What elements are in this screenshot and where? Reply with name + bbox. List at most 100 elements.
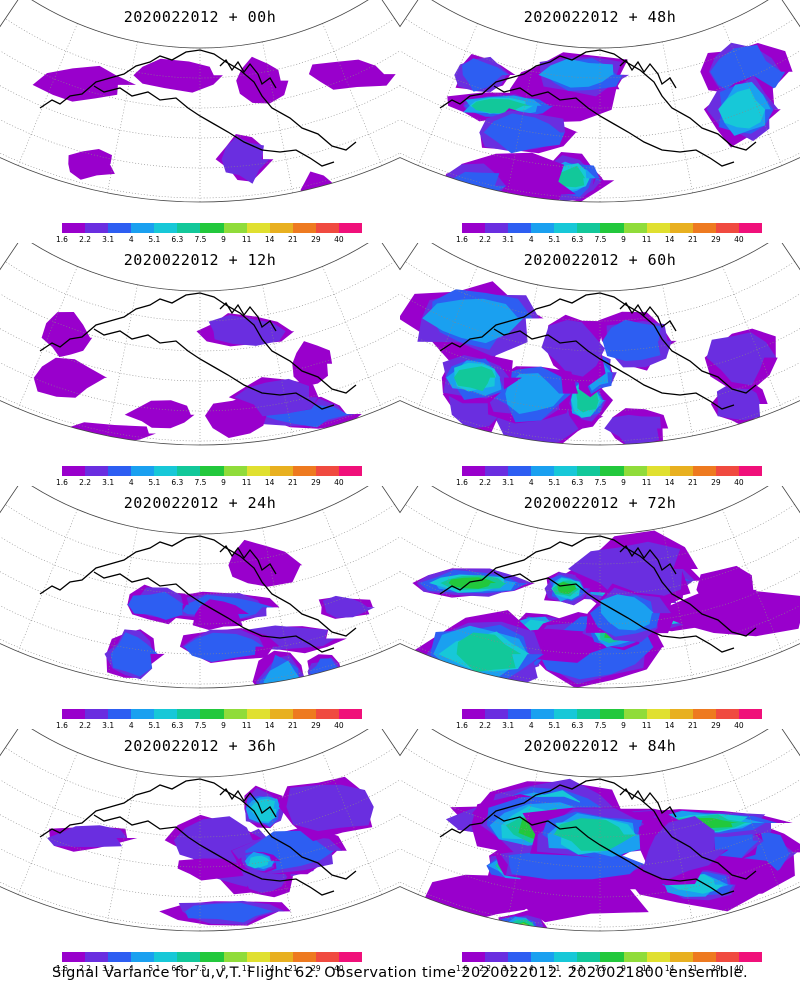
colorbar-labels: 1.6 2.2 3.1 4 5.1 6.3 7.5 9 11 14 21 29 40 [456, 721, 762, 731]
colorbar-tick-label: 3.1 [502, 964, 515, 973]
colorbar-swatch [669, 466, 693, 476]
variance-contour [286, 784, 374, 832]
colorbar-swatch [715, 952, 739, 962]
colorbar-swatch [646, 709, 670, 719]
colorbar-tick-label: 14 [664, 721, 675, 730]
variance-contour [456, 632, 522, 673]
colorbar-tick-label: 7.5 [594, 235, 607, 244]
coastline [493, 571, 735, 653]
colorbar-swatch [715, 709, 739, 719]
colorbar-tick-label: 21 [687, 721, 698, 730]
latitude-line [422, 243, 778, 292]
colorbar-swatch [223, 952, 247, 962]
coastline [439, 49, 757, 151]
latitude-line [0, 821, 400, 898]
colorbar-swatch [554, 709, 578, 719]
latitude-line [400, 603, 800, 685]
coastline [493, 85, 735, 167]
colorbar-tick-label: 21 [687, 478, 698, 487]
colorbar-tick-label: 6.3 [171, 964, 184, 973]
map-plot [0, 729, 400, 932]
coastline [93, 814, 335, 896]
coastline [619, 787, 677, 818]
latitude-line [400, 360, 800, 442]
colorbar-tick-label: 40 [334, 721, 344, 730]
figure-caption: Signal Variance for u,v,T. Flight 62. Ob… [52, 965, 748, 981]
panel-title: 2020022012 + 00h [123, 8, 277, 26]
variance-region [68, 149, 115, 180]
colorbar-tick-label: 40 [734, 964, 744, 973]
colorbar-tick-label: 7.5 [194, 721, 207, 730]
colorbar-swatch [200, 466, 224, 476]
latitude-line [0, 286, 400, 352]
map-plot [400, 0, 800, 203]
colorbar-tick-label: 40 [734, 721, 744, 730]
map-boundary [0, 0, 400, 203]
colorbar-swatch [623, 223, 647, 233]
colorbar-tick-label: 9 [221, 721, 226, 730]
latitude-line [0, 310, 400, 382]
latitude-line [0, 772, 400, 838]
latitude-line [0, 117, 400, 199]
colorbar-tick-label: 14 [264, 964, 275, 973]
latitude-line [22, 0, 378, 49]
variance-contour [234, 378, 318, 417]
colorbar-swatch [315, 952, 339, 962]
colorbar-tick-label: 11 [641, 478, 652, 487]
colorbar-tick-label: 14 [264, 235, 275, 244]
colorbar-swatch [600, 952, 624, 962]
map-area [400, 0, 800, 203]
colorbar-tick-label: 6.3 [571, 478, 584, 487]
map-panel: 2020022012 + 84h 1.6 2.2 3.1 4 5.1 6.3 7.5 9 11 14… [400, 729, 800, 973]
coastline [39, 292, 357, 394]
colorbar-tick-label: 29 [311, 964, 321, 973]
colorbar-tick-label: 11 [241, 721, 252, 730]
variance-contour [505, 373, 565, 414]
colorbar-swatch [200, 709, 224, 719]
colorbar-swatch [623, 466, 647, 476]
variance-contour [184, 632, 264, 662]
colorbar-swatch [738, 223, 763, 233]
colorbar-tick-label: 29 [311, 478, 321, 487]
colorbar-swatch [269, 952, 293, 962]
latitude-line [0, 796, 400, 868]
colorbar-labels: 1.6 2.2 3.1 4 5.1 6.3 7.5 9 11 14 21 29 40 [456, 478, 762, 488]
colorbar-swatch [554, 952, 578, 962]
latitude-line [400, 796, 800, 868]
colorbar-tick-label: 6.3 [571, 964, 584, 973]
latitude-line [400, 335, 800, 412]
colorbar-swatch [669, 223, 693, 233]
latitude-line [22, 243, 378, 292]
colorbar-swatch [692, 952, 716, 962]
latitude-line [400, 529, 800, 595]
latitude-line [400, 67, 800, 139]
colorbar-tick-label: 4 [528, 964, 534, 973]
colorbar-swatch [669, 709, 693, 719]
colorbar-swatch [577, 709, 601, 719]
colorbar-tick-label: 9 [221, 235, 226, 244]
longitude-line [377, 243, 400, 365]
variance-region [228, 539, 303, 587]
colorbar-swatch [292, 466, 316, 476]
colorbar-swatch [62, 709, 86, 719]
variance-contour [710, 44, 786, 95]
longitude-line [400, 729, 423, 851]
map-panel: 2020022012 + 00h 1.6 2.2 3.1 4 5.1 6.3 7.5 9 11 14… [0, 0, 400, 244]
colorbar-tick-label: 11 [241, 235, 252, 244]
coastline [219, 58, 277, 89]
colorbar-swatch [462, 709, 486, 719]
longitude-line [377, 0, 400, 122]
colorbar-tick-label: 7.5 [594, 721, 607, 730]
latitude-line [405, 261, 795, 322]
colorbar-swatch [315, 223, 339, 233]
colorbar-swatch [177, 466, 201, 476]
coastline [93, 328, 335, 410]
colorbar [62, 223, 363, 233]
colorbar-tick-label: 6.3 [171, 235, 184, 244]
coastline [219, 787, 277, 818]
latitude-line [400, 117, 800, 199]
variance-contour [110, 632, 158, 677]
map-plot [0, 0, 400, 203]
colorbar-swatch [738, 709, 763, 719]
colorbar-swatch [315, 709, 339, 719]
